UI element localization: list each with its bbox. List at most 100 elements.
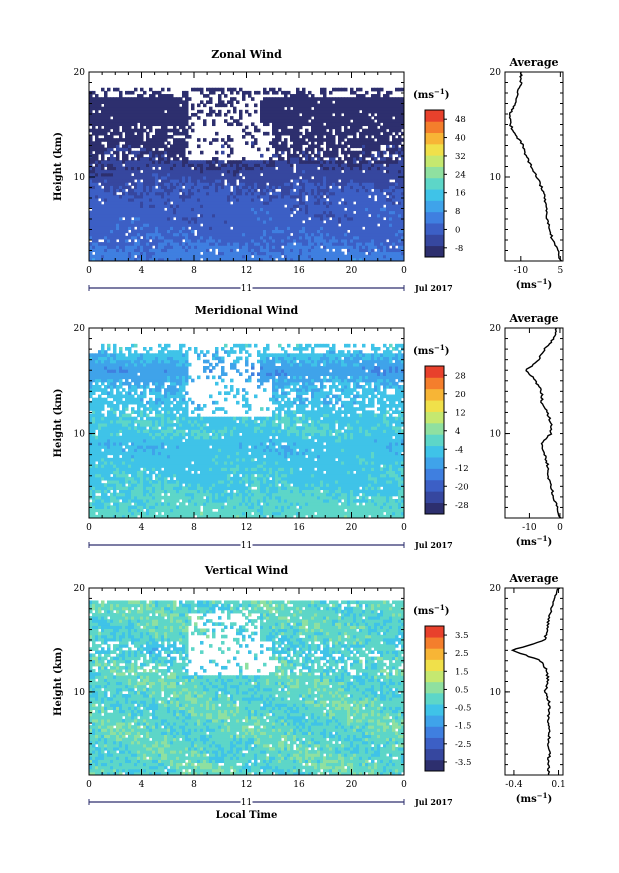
heatmap-cell bbox=[185, 144, 189, 149]
heatmap-cell bbox=[299, 100, 303, 104]
heatmap-cell bbox=[320, 238, 324, 243]
heatmap-cell bbox=[182, 194, 186, 199]
heatmap-cell bbox=[104, 198, 108, 202]
heatmap-cell bbox=[248, 216, 252, 221]
heatmap-cell bbox=[119, 220, 123, 224]
heatmap-cell bbox=[251, 226, 255, 230]
heatmap-cell bbox=[131, 157, 135, 161]
heatmap-cell bbox=[107, 191, 111, 196]
heatmap-cell bbox=[332, 179, 336, 183]
heatmap-cell bbox=[182, 163, 186, 167]
heatmap-cell bbox=[266, 106, 270, 111]
heatmap-cell bbox=[197, 232, 201, 237]
heatmap-cell bbox=[368, 147, 372, 152]
heatmap-cell bbox=[122, 157, 126, 161]
heatmap-cell bbox=[287, 188, 291, 193]
heatmap-cell bbox=[173, 220, 177, 224]
heatmap-cell bbox=[170, 188, 174, 193]
heatmap-cell bbox=[329, 131, 333, 136]
heatmap-cell bbox=[293, 175, 297, 180]
heatmap-cell bbox=[110, 135, 114, 139]
heatmap-cell bbox=[248, 242, 252, 246]
heatmap-cell bbox=[338, 232, 342, 237]
heatmap-cell bbox=[308, 235, 312, 240]
heatmap-cell bbox=[335, 119, 339, 123]
heatmap-cell bbox=[230, 257, 234, 262]
heatmap-cell bbox=[377, 254, 381, 259]
heatmap-cell bbox=[365, 90, 369, 95]
heatmap-cell bbox=[287, 172, 291, 177]
heatmap-cell bbox=[155, 172, 159, 177]
heatmap-cell bbox=[164, 210, 168, 215]
heatmap-cell bbox=[185, 207, 189, 212]
heatmap-cell bbox=[122, 229, 126, 234]
heatmap-cell bbox=[257, 147, 261, 152]
heatmap-cell bbox=[113, 216, 117, 221]
heatmap-cell bbox=[185, 131, 189, 136]
heatmap-cell bbox=[182, 122, 186, 127]
heatmap-cell bbox=[104, 97, 108, 101]
heatmap-cell bbox=[251, 257, 255, 262]
heatmap-cell bbox=[338, 235, 342, 240]
heatmap-cell bbox=[188, 254, 192, 259]
heatmap-cell bbox=[224, 220, 228, 224]
heatmap-cell bbox=[293, 198, 297, 202]
heatmap-cell bbox=[302, 251, 306, 256]
heatmap-cell bbox=[152, 160, 156, 164]
heatmap-cell bbox=[194, 235, 198, 240]
heatmap-cell bbox=[371, 153, 375, 158]
heatmap-cell bbox=[176, 254, 180, 259]
heatmap-cell bbox=[269, 188, 273, 193]
heatmap-cell bbox=[170, 191, 174, 196]
heatmap-cell bbox=[278, 175, 282, 180]
heatmap-cell bbox=[176, 216, 180, 221]
heatmap-cell bbox=[260, 245, 264, 249]
heatmap-cell bbox=[326, 223, 330, 227]
heatmap-cell bbox=[362, 128, 366, 133]
heatmap-cell bbox=[308, 204, 312, 208]
heatmap-cell bbox=[158, 198, 162, 202]
heatmap-cell bbox=[245, 248, 249, 253]
heatmap-cell bbox=[206, 172, 210, 177]
heatmap-cell bbox=[386, 138, 390, 142]
heatmap-cell bbox=[350, 226, 354, 230]
heatmap-cell bbox=[230, 223, 234, 227]
heatmap-cell bbox=[338, 169, 342, 174]
heatmap-cell bbox=[398, 254, 402, 259]
heatmap-cell bbox=[269, 166, 273, 171]
heatmap-cell bbox=[152, 223, 156, 227]
heatmap-cell bbox=[305, 223, 309, 227]
heatmap-cell bbox=[392, 125, 396, 130]
heatmap-cell bbox=[389, 122, 393, 127]
heatmap-cell bbox=[194, 216, 198, 221]
heatmap-cell bbox=[323, 125, 327, 130]
heatmap-cell bbox=[245, 229, 249, 234]
heatmap-cell bbox=[149, 251, 153, 256]
heatmap-cell bbox=[143, 220, 147, 224]
heatmap-cell bbox=[248, 194, 252, 199]
heatmap-cell bbox=[266, 169, 270, 174]
heatmap-cell bbox=[380, 201, 384, 205]
heatmap-cell bbox=[254, 257, 258, 262]
heatmap-cell bbox=[371, 112, 375, 117]
heatmap-cell bbox=[125, 191, 129, 196]
heatmap-cell bbox=[398, 119, 402, 123]
heatmap-cell bbox=[131, 235, 135, 240]
heatmap-cell bbox=[122, 169, 126, 174]
heatmap-cell bbox=[203, 194, 207, 199]
heatmap-cell bbox=[149, 254, 153, 259]
heatmap-cell bbox=[356, 201, 360, 205]
heatmap-cell bbox=[251, 194, 255, 199]
heatmap-cell bbox=[137, 226, 141, 230]
heatmap-cell bbox=[116, 119, 120, 123]
heatmap-cell bbox=[263, 175, 267, 180]
heatmap-cell bbox=[266, 191, 270, 196]
heatmap-cell bbox=[287, 226, 291, 230]
heatmap-cell bbox=[245, 179, 249, 183]
heatmap-cell bbox=[380, 153, 384, 158]
heatmap-cell bbox=[161, 172, 165, 177]
heatmap-cell bbox=[365, 229, 369, 234]
heatmap-cell bbox=[278, 157, 282, 161]
heatmap-cell bbox=[113, 160, 117, 164]
heatmap-cell bbox=[98, 138, 102, 142]
